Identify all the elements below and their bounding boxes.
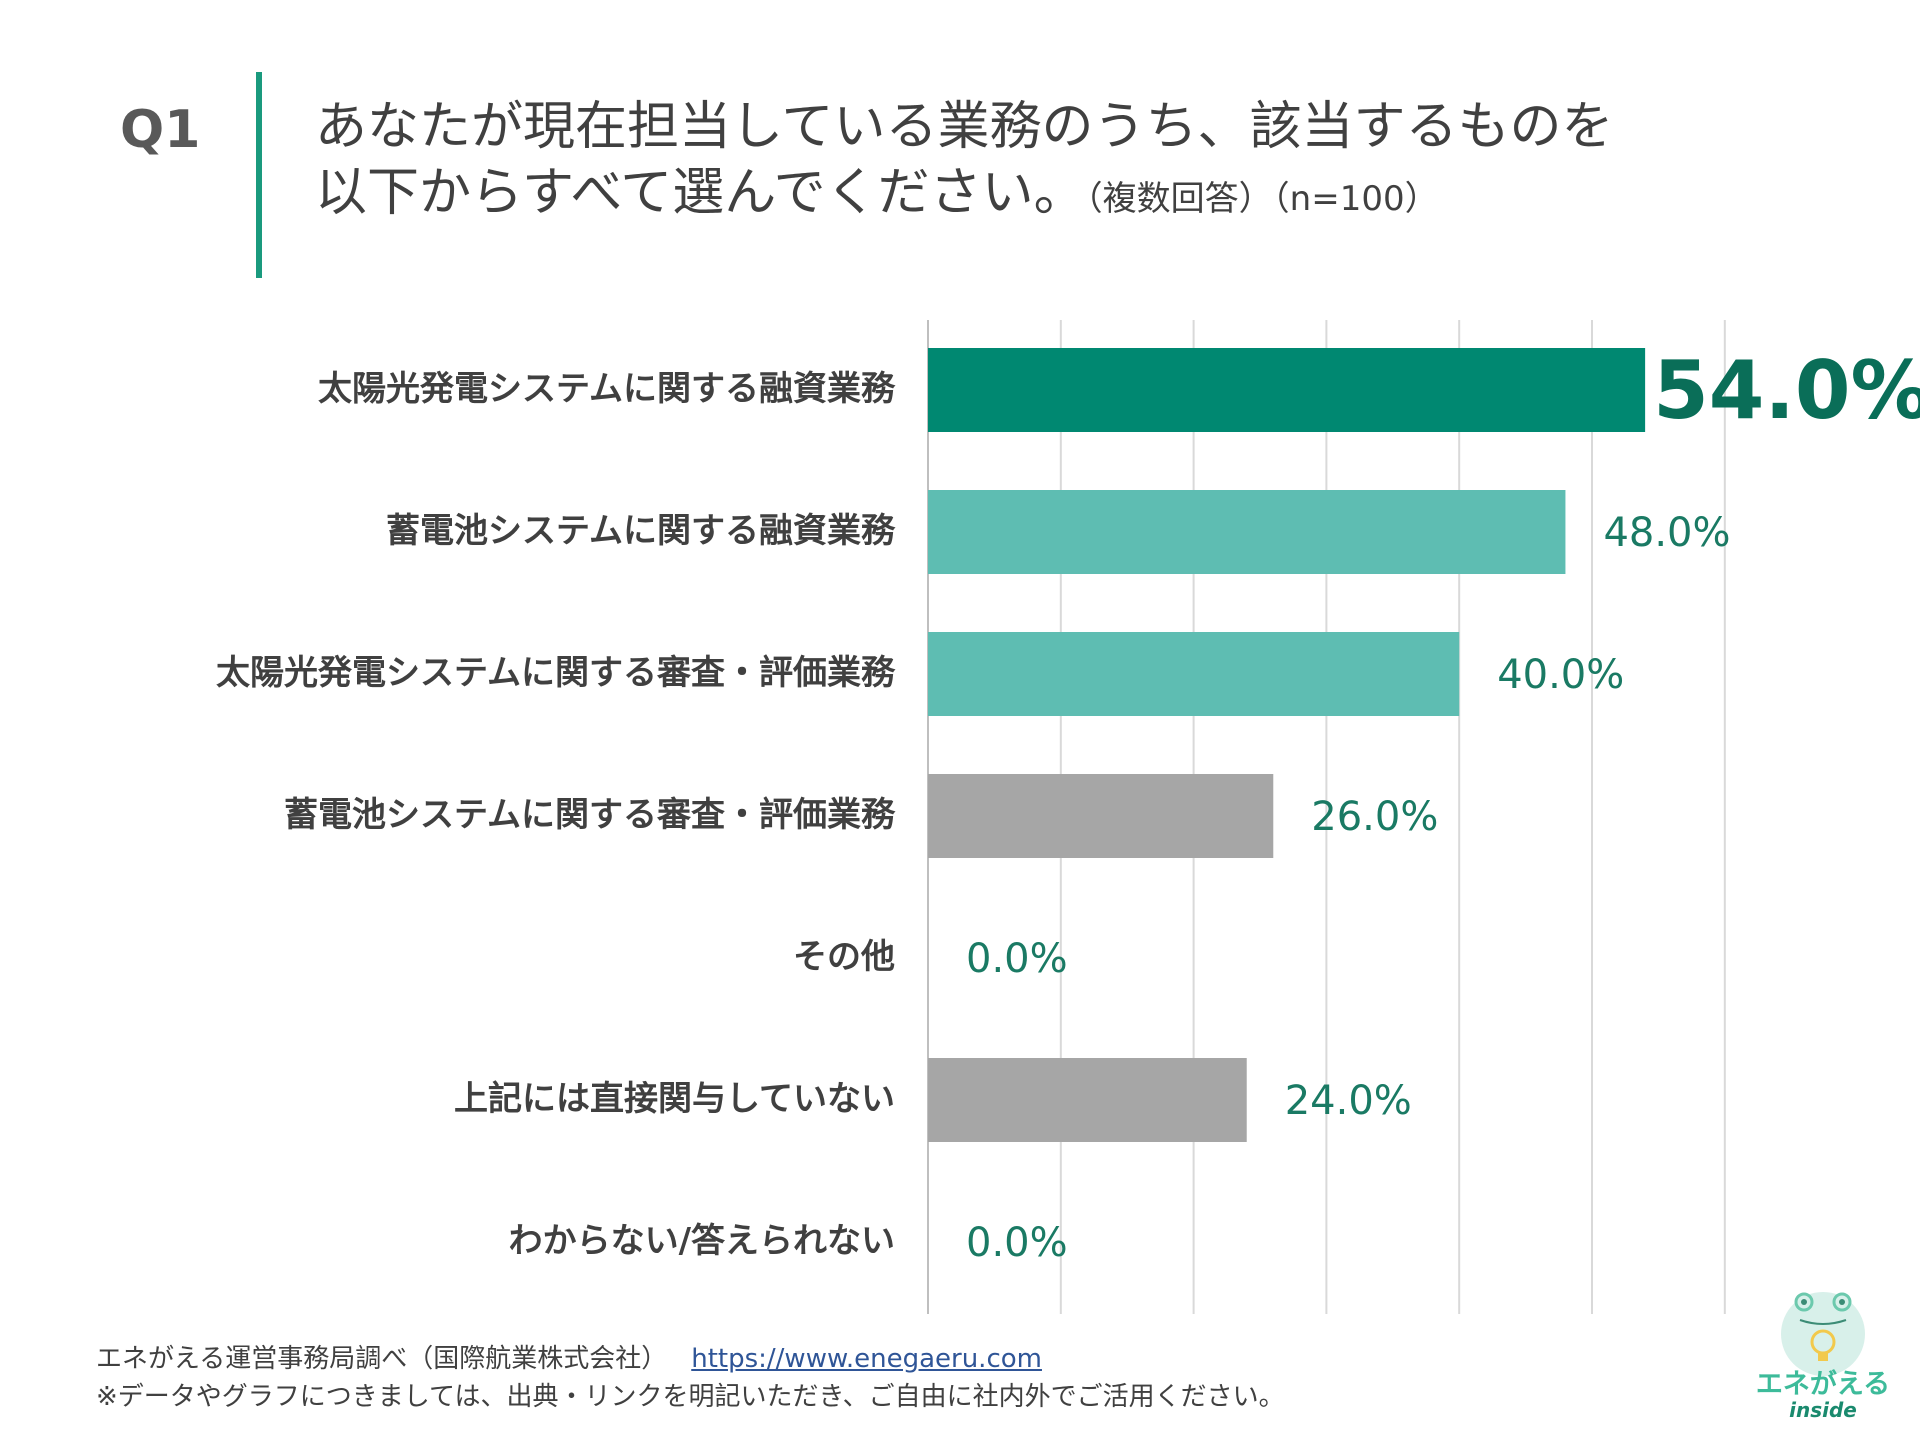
enegaeru-logo-icon <box>1781 1292 1865 1376</box>
bar <box>928 632 1460 716</box>
footer-source-line: エネがえる運営事務局調べ（国際航業株式会社） https://www.enegae… <box>96 1338 1042 1375</box>
logo-name: エネがえる <box>1755 1369 1891 1400</box>
bar <box>928 1058 1247 1142</box>
value-label: 54.0% <box>1653 344 1920 437</box>
bar <box>928 774 1274 858</box>
category-label: 蓄電池システムに関する審査・評価業務 <box>284 795 896 835</box>
category-label: 上記には直接関与していない <box>454 1079 895 1119</box>
bar <box>928 348 1646 432</box>
category-label: 太陽光発電システムに関する融資業務 <box>318 369 896 409</box>
question-label: Q1 <box>120 100 201 160</box>
logo-sub: inside <box>1789 1398 1857 1422</box>
title-line-2-text: 以下からすべて選んでください。 <box>315 163 1086 223</box>
page-title: あなたが現在担当している業務のうち、該当するものを 以下からすべて選んでください… <box>315 94 1613 232</box>
value-label: 40.0% <box>1497 652 1624 698</box>
title-line-1: あなたが現在担当している業務のうち、該当するものを <box>315 97 1614 157</box>
footer-source: エネがえる運営事務局調べ（国際航業株式会社） <box>96 1344 668 1374</box>
category-label: わからない/答えられない <box>509 1221 895 1261</box>
value-label: 0.0% <box>966 936 1068 982</box>
value-label: 0.0% <box>966 1220 1068 1266</box>
value-label: 26.0% <box>1311 794 1438 840</box>
title-note: （複数回答）（n=100） <box>1085 179 1439 219</box>
category-label: その他 <box>793 937 895 977</box>
value-label: 48.0% <box>1603 510 1730 556</box>
bar <box>928 490 1566 574</box>
category-label: 太陽光発電システムに関する審査・評価業務 <box>216 653 896 693</box>
title-divider <box>256 72 262 278</box>
category-label: 蓄電池システムに関する融資業務 <box>386 511 896 551</box>
bar-chart: 太陽光発電システムに関する融資業務 54.0% 蓄電池システムに関する融資業務 48.… <box>216 320 1920 1314</box>
footer-notice: ※データやグラフにつきましては、出典・リンクを明記いただき、ご自由に社内外でご活… <box>96 1382 1285 1412</box>
value-label: 24.0% <box>1285 1078 1412 1124</box>
title-line-2: 以下からすべて選んでください。（複数回答）（n=100） <box>315 160 1613 232</box>
footer-link[interactable]: https://www.enegaeru.com <box>691 1344 1042 1374</box>
